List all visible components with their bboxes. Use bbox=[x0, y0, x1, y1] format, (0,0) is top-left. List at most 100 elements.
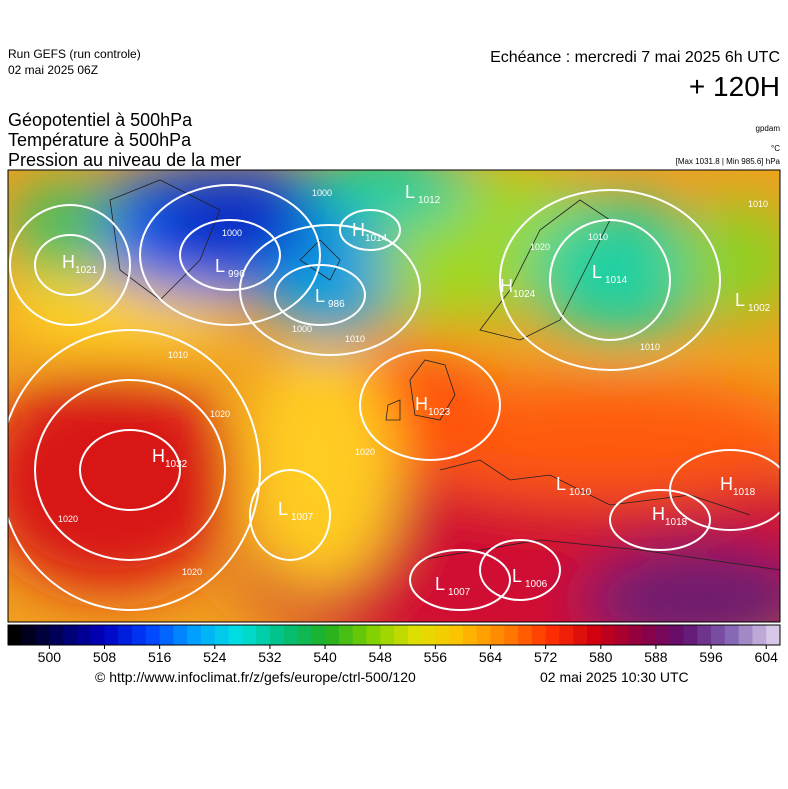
field-name: Géopotentiel à 500hPa bbox=[8, 110, 193, 130]
center-letter: L bbox=[405, 182, 415, 202]
colorbar-swatch bbox=[421, 625, 436, 645]
center-letter: L bbox=[735, 290, 745, 310]
colorbar-swatch bbox=[118, 625, 133, 645]
colorbar-swatch bbox=[752, 625, 767, 645]
colorbar-swatch bbox=[683, 625, 698, 645]
colorbar-tick-label: 556 bbox=[424, 649, 448, 665]
center-value: 1018 bbox=[665, 517, 688, 528]
colorbar-swatch bbox=[518, 625, 533, 645]
center-value: 986 bbox=[328, 299, 345, 310]
colorbar-swatch bbox=[366, 625, 381, 645]
center-value: 1010 bbox=[569, 487, 592, 498]
colorbar-swatch bbox=[159, 625, 174, 645]
center-letter: L bbox=[556, 474, 566, 494]
center-letter: H bbox=[652, 504, 665, 524]
center-letter: L bbox=[512, 566, 522, 586]
center-value: 1024 bbox=[513, 289, 536, 300]
colorbar-swatch bbox=[655, 625, 671, 645]
isobar-label: 1010 bbox=[588, 232, 608, 242]
colorbar-swatch bbox=[711, 625, 726, 645]
colorbar-frame bbox=[7, 624, 781, 646]
run-label: Run GEFS (run controle) bbox=[8, 47, 141, 61]
colorbar-tick-label: 596 bbox=[699, 649, 723, 665]
colorbar-swatch bbox=[504, 625, 519, 645]
colorbar-swatch bbox=[104, 625, 119, 645]
colorbar-swatch bbox=[724, 625, 740, 645]
colorbar-swatch bbox=[600, 625, 616, 645]
colorbar-swatch bbox=[449, 625, 464, 645]
colorbar-tick-label: 572 bbox=[534, 649, 558, 665]
isobar-label: 1020 bbox=[210, 409, 230, 419]
colorbar-swatch bbox=[559, 625, 574, 645]
colorbar-tick-label: 604 bbox=[755, 649, 779, 665]
isobar-label: 1020 bbox=[530, 242, 550, 252]
colorbar-tick-label: 508 bbox=[93, 649, 117, 665]
colorbar-swatch bbox=[545, 625, 560, 645]
center-value: 1014 bbox=[365, 233, 388, 244]
map-frame bbox=[7, 169, 781, 623]
colorbar-swatch bbox=[490, 625, 505, 645]
center-letter: L bbox=[592, 262, 602, 282]
colorbar-tick-label: 500 bbox=[38, 649, 62, 665]
unit-label: °C bbox=[771, 144, 780, 153]
colorbar-tick-label: 588 bbox=[644, 649, 668, 665]
colorbar-swatch bbox=[614, 625, 629, 645]
center-value: 1021 bbox=[75, 265, 98, 276]
colorbar-swatch bbox=[242, 625, 257, 645]
colorbar-swatch bbox=[214, 625, 230, 645]
colorbar-swatch bbox=[311, 625, 326, 645]
colorbar-swatch bbox=[173, 625, 188, 645]
colorbar-tick-label: 516 bbox=[148, 649, 172, 665]
center-value: 1006 bbox=[525, 579, 548, 590]
center-value: 1032 bbox=[165, 459, 188, 470]
echeance: Echéance : mercredi 7 mai 2025 6h UTC bbox=[490, 49, 780, 66]
isobar-label: 1010 bbox=[748, 199, 768, 209]
colorbar-swatch bbox=[325, 625, 340, 645]
lead-time: + 120H bbox=[689, 71, 780, 102]
colorbar-swatch bbox=[462, 625, 478, 645]
colorbar-swatch bbox=[201, 625, 216, 645]
field-name: Pression au niveau de la mer bbox=[8, 150, 241, 170]
colorbar-swatch bbox=[187, 625, 202, 645]
center-letter: H bbox=[415, 394, 428, 414]
isobar-label: 1000 bbox=[222, 228, 242, 238]
issued: 02 mai 2025 10:30 UTC bbox=[540, 669, 689, 685]
colorbar-tick-label: 580 bbox=[589, 649, 613, 665]
colorbar-swatch bbox=[8, 625, 23, 645]
isobar-label: 1000 bbox=[292, 324, 312, 334]
colorbar-swatch bbox=[573, 625, 588, 645]
center-value: 1018 bbox=[733, 487, 756, 498]
center-letter: H bbox=[62, 252, 75, 272]
colorbar-swatch bbox=[697, 625, 712, 645]
colorbar-swatch bbox=[297, 625, 312, 645]
colorbar-tick-label: 548 bbox=[369, 649, 393, 665]
isobar-label: 1020 bbox=[355, 447, 375, 457]
colorbar-tick-label: 540 bbox=[313, 649, 337, 665]
isobar-label: 1010 bbox=[640, 342, 660, 352]
colorbar-swatch bbox=[407, 625, 423, 645]
isobar-label: 1010 bbox=[168, 350, 188, 360]
field-name: Température à 500hPa bbox=[8, 130, 192, 150]
colorbar-swatch bbox=[269, 625, 285, 645]
center-value: 1002 bbox=[748, 303, 771, 314]
colorbar-swatch bbox=[76, 625, 92, 645]
center-letter: L bbox=[278, 499, 288, 519]
colorbar-swatch bbox=[228, 625, 243, 645]
colorbar-swatch bbox=[132, 625, 147, 645]
center-letter: H bbox=[152, 446, 165, 466]
colorbar-swatch bbox=[394, 625, 409, 645]
source: © http://www.infoclimat.fr/z/gefs/europe… bbox=[95, 669, 416, 685]
colorbar-swatch bbox=[338, 625, 354, 645]
colorbar-swatch bbox=[63, 625, 78, 645]
colorbar-swatch bbox=[283, 625, 298, 645]
center-value: 1023 bbox=[428, 407, 451, 418]
unit-label: [Max 1031.8 | Min 985.6] hPa bbox=[676, 157, 781, 166]
colorbar-tick-label: 524 bbox=[203, 649, 227, 665]
colorbar-swatch bbox=[145, 625, 161, 645]
colorbar-tick-label: 532 bbox=[258, 649, 282, 665]
center-value: 996 bbox=[228, 269, 245, 280]
colorbar-swatch bbox=[49, 625, 64, 645]
run-date: 02 mai 2025 06Z bbox=[8, 63, 98, 77]
